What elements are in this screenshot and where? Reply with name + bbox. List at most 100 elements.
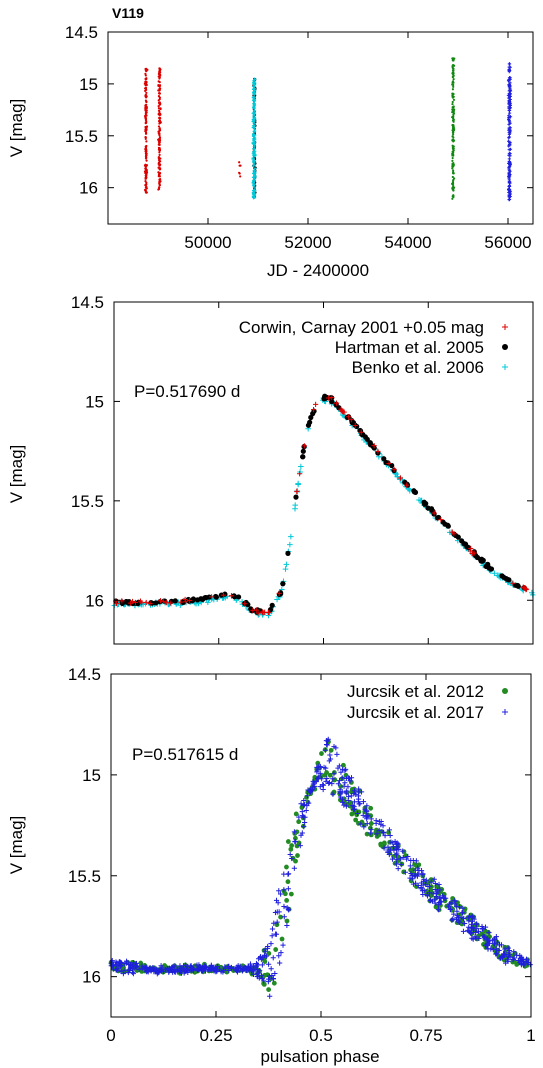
data-point (148, 968, 154, 974)
data-point (451, 83, 454, 86)
data-point (508, 154, 512, 158)
data-point (508, 94, 513, 99)
data-point (252, 192, 256, 196)
data-point (252, 159, 256, 163)
data-point (252, 82, 256, 86)
data-point (436, 881, 442, 888)
data-point (336, 778, 343, 784)
data-point (147, 965, 153, 971)
data-point (348, 417, 354, 423)
data-point (430, 891, 436, 897)
data-point (239, 175, 242, 178)
data-point (333, 400, 340, 406)
data-point (435, 906, 442, 913)
data-point (360, 812, 366, 819)
data-point (468, 921, 475, 928)
data-point (424, 893, 431, 899)
data-point (155, 969, 161, 976)
data-point (130, 962, 136, 968)
data-point (393, 841, 399, 848)
data-point (441, 895, 447, 901)
data-point (167, 966, 173, 972)
data-point (428, 877, 434, 883)
data-point (276, 953, 282, 959)
data-point (486, 937, 492, 943)
data-point (220, 967, 227, 974)
data-point (259, 962, 265, 968)
data-point (507, 100, 512, 104)
data-point (322, 747, 328, 753)
data-point (287, 851, 293, 858)
data-point (253, 960, 260, 967)
data-point (452, 92, 455, 96)
data-point (324, 775, 330, 782)
data-point (355, 796, 362, 802)
data-point (378, 841, 384, 847)
data-point (347, 778, 353, 784)
data-point (144, 121, 147, 125)
data-point (157, 105, 160, 108)
data-point (144, 157, 148, 160)
y-tick-label: 15 (82, 766, 101, 785)
panel-3-xlabel: pulsation phase (260, 1047, 379, 1066)
data-point (343, 772, 349, 778)
data-point (527, 962, 533, 968)
data-point (258, 972, 265, 978)
data-point (252, 147, 256, 151)
data-point (298, 801, 304, 807)
data-point (452, 133, 455, 136)
data-point (296, 819, 302, 825)
data-point (381, 845, 387, 851)
data-point (452, 147, 455, 150)
data-point (273, 931, 280, 937)
data-point (158, 110, 161, 114)
legend-marker (502, 364, 508, 370)
data-point (159, 112, 162, 115)
data-point (346, 414, 352, 420)
data-point (393, 852, 400, 858)
data-point (452, 169, 455, 172)
data-point (293, 835, 298, 841)
data-point (144, 116, 147, 119)
panel-1-ylabel: V [mag] (7, 99, 26, 158)
legend-marker-jurcsik-2017 (502, 709, 508, 715)
data-point (285, 871, 292, 877)
data-point (327, 752, 333, 758)
legend-label-corwin: Corwin, Carnay 2001 +0.05 mag (239, 318, 484, 337)
data-point (343, 803, 349, 809)
data-point (451, 88, 455, 91)
data-point (511, 949, 517, 955)
data-point (386, 851, 392, 858)
data-point (112, 962, 118, 968)
data-point (145, 164, 148, 168)
data-point (338, 769, 344, 775)
data-point (119, 600, 125, 607)
data-point (337, 797, 343, 803)
data-point (501, 574, 507, 580)
panel-1-title: V119 (112, 5, 144, 21)
data-point (293, 811, 299, 817)
data-point (452, 139, 456, 142)
data-point (145, 77, 148, 80)
data-point (255, 970, 262, 976)
data-point (341, 802, 347, 808)
data-point (269, 933, 275, 939)
y-tick-label: 14.5 (71, 293, 104, 312)
data-point (420, 891, 426, 898)
data-point (157, 138, 161, 141)
data-point (368, 832, 374, 838)
data-point (506, 949, 512, 955)
data-point (358, 429, 364, 435)
data-point (451, 144, 454, 147)
data-point (433, 893, 439, 900)
data-point (449, 529, 455, 535)
data-point (158, 98, 161, 101)
data-point (331, 743, 337, 750)
x-tick-label: 56000 (484, 233, 531, 252)
data-point (131, 960, 137, 966)
data-point (252, 129, 256, 133)
data-point (220, 592, 227, 598)
data-point (132, 599, 139, 606)
data-point (289, 855, 295, 862)
